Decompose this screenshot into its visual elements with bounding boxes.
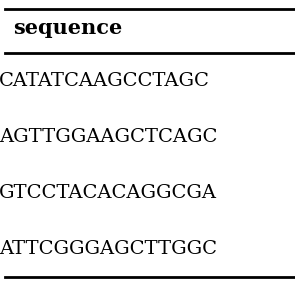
Text: AGTTGGAAGCTCAGC: AGTTGGAAGCTCAGC [0, 128, 217, 146]
Text: ATTCGGGAGCTTGGC: ATTCGGGAGCTTGGC [0, 240, 217, 258]
Text: GTCCTACACAGGCGA: GTCCTACACAGGCGA [0, 184, 217, 202]
Text: CATATCAAGCCTAGC: CATATCAAGCCTAGC [0, 72, 210, 90]
Text: sequence: sequence [13, 18, 122, 38]
